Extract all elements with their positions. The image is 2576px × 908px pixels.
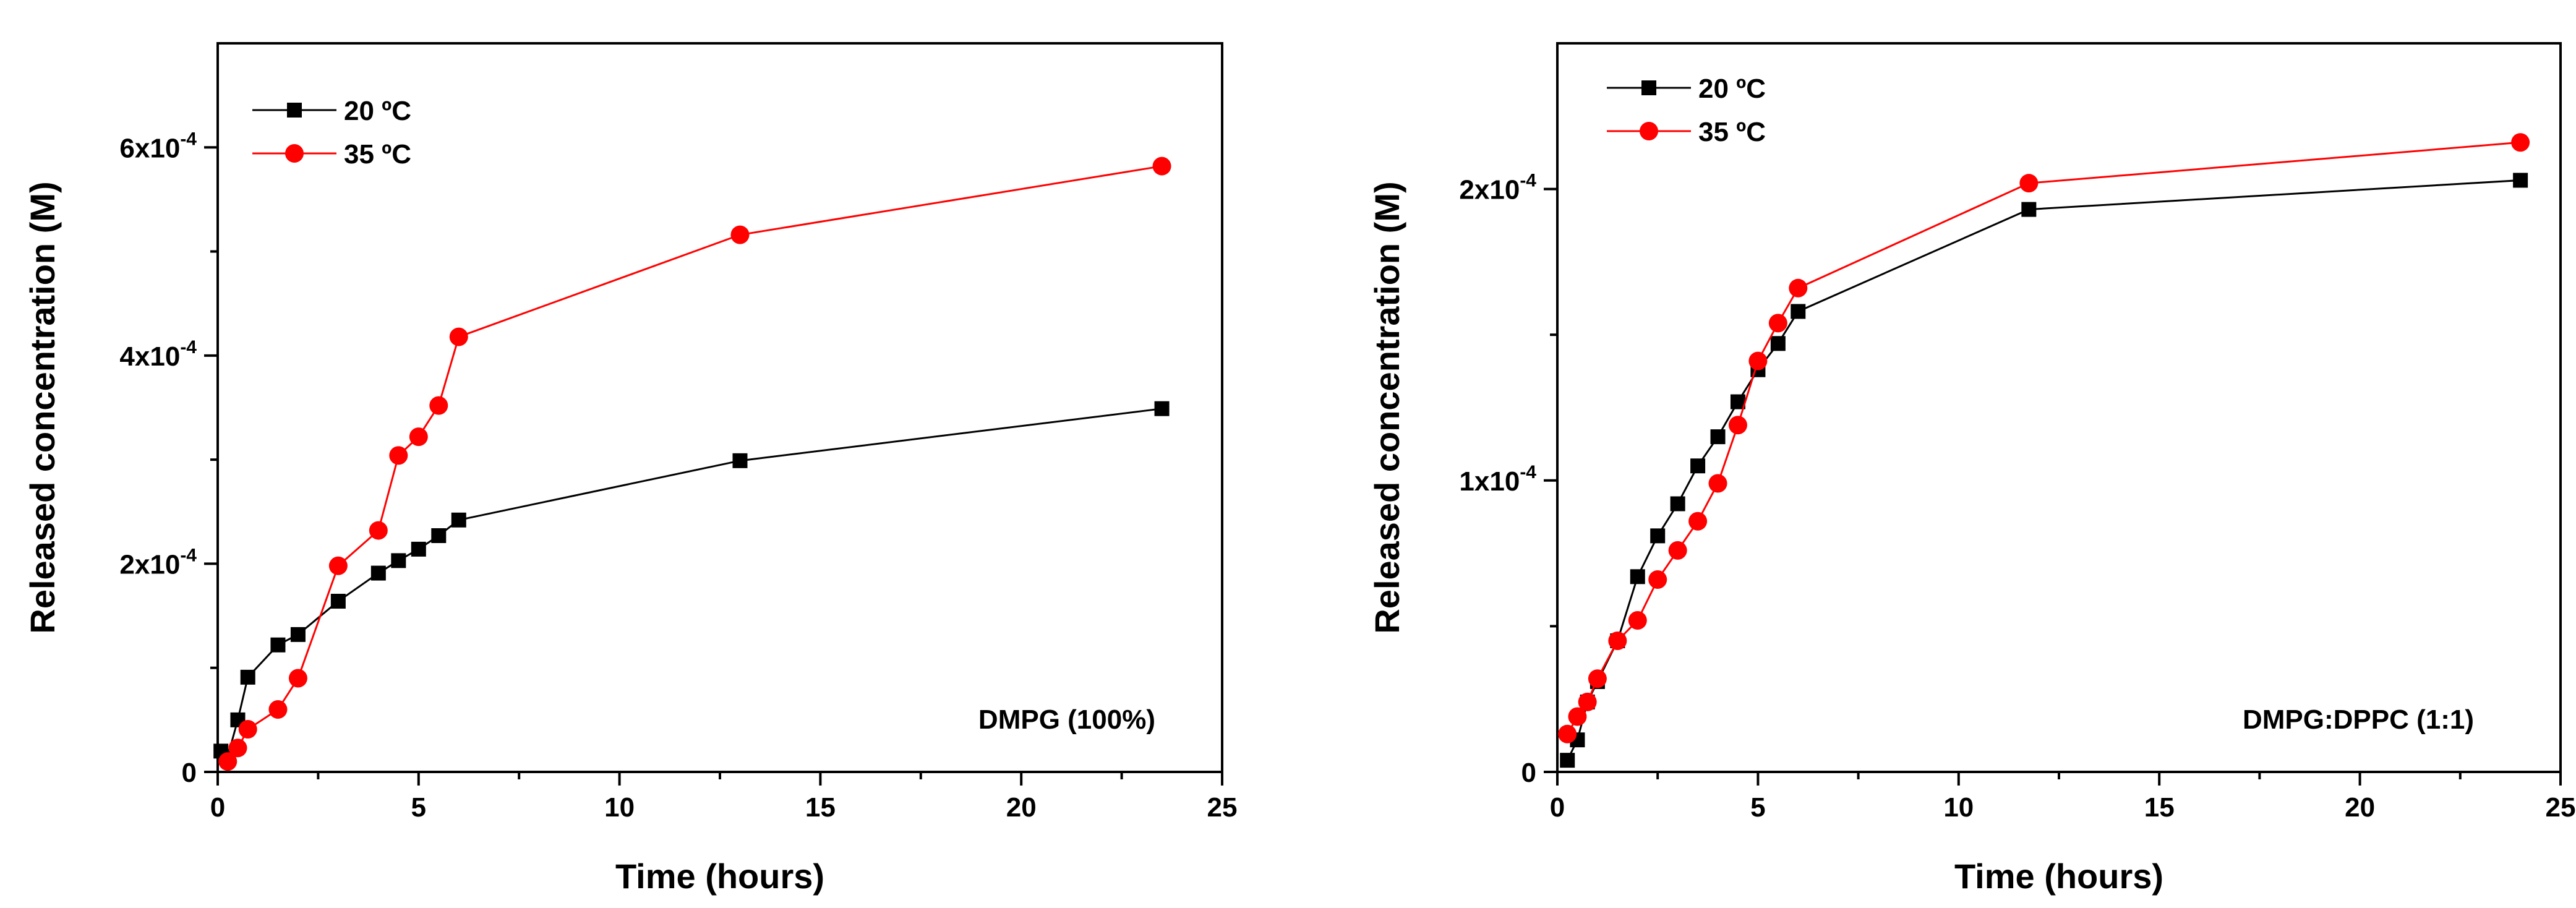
data-point-35c	[1152, 156, 1171, 176]
data-point-35c	[1648, 570, 1667, 589]
x-tick-label: 25	[2546, 792, 2576, 823]
data-point-35c	[1728, 416, 1747, 435]
legend-marker-square	[1641, 80, 1656, 95]
data-point-35c	[1588, 669, 1607, 688]
panel-dmpg: 0 5 10 15 20 25 0 2x10-4 4x10-4 6x10-4 Time (hours…	[23, 42, 1238, 896]
data-point-35c	[218, 752, 237, 771]
data-point-35c	[228, 739, 247, 758]
x-tick-label: 10	[1943, 792, 1974, 823]
panel-annotation: DMPG:DPPC (1:1)	[2243, 705, 2474, 735]
legend-marker-circle	[285, 144, 304, 163]
data-point-20c	[1770, 336, 1786, 351]
series-line-35c	[1566, 141, 2521, 735]
data-point-20c	[431, 528, 447, 543]
x-axis-title: Time (hours)	[1954, 857, 2163, 896]
legend-marker-square	[287, 103, 302, 118]
y-tick-label: 0	[1521, 758, 1536, 788]
data-point-35c	[409, 427, 428, 447]
data-point-20c	[290, 627, 306, 642]
data-point-35c	[1688, 512, 1708, 531]
panel-annotation: DMPG (100%)	[978, 705, 1155, 735]
data-point-20c	[411, 541, 426, 557]
legend-label: 20 ºC	[344, 96, 411, 126]
y-tick-label: 4x10-4	[119, 337, 197, 372]
data-point-35c	[1628, 610, 1647, 630]
data-point-35c	[1558, 724, 1577, 743]
y-tick-label: 1x10-4	[1459, 462, 1536, 497]
y-tick-label: 2x10-4	[1459, 171, 1536, 205]
data-point-35c	[288, 669, 307, 688]
data-point-35c	[2019, 174, 2039, 193]
data-point-35c	[1578, 692, 1597, 711]
y-tick-label: 0	[182, 758, 197, 788]
data-point-20c	[1791, 304, 1806, 319]
data-point-35c	[268, 700, 288, 719]
data-point-35c	[730, 225, 750, 244]
data-point-20c	[391, 553, 406, 568]
x-tick-label: 10	[604, 792, 635, 823]
y-axis-title: Released concentration (M)	[1367, 181, 1406, 633]
data-point-35c	[1668, 541, 1687, 560]
data-point-20c	[1154, 401, 1170, 416]
data-point-20c	[1560, 753, 1575, 768]
x-tick-label: 5	[411, 792, 426, 823]
data-point-20c	[240, 669, 255, 685]
x-tick-label: 15	[805, 792, 836, 823]
data-point-35c	[369, 521, 388, 540]
data-point-20c	[2513, 173, 2528, 188]
data-point-20c	[1690, 458, 1706, 474]
data-point-20c	[330, 594, 346, 609]
data-point-20c	[1670, 496, 1685, 512]
x-tick-label: 20	[1006, 792, 1037, 823]
x-tick-label: 0	[210, 792, 225, 823]
data-point-35c	[1708, 474, 1727, 493]
data-point-35c	[1789, 278, 1808, 298]
data-point-35c	[328, 556, 348, 575]
y-tick-label: 2x10-4	[119, 545, 197, 580]
y-axis-title: Released concentration (M)	[23, 181, 62, 633]
data-point-20c	[1630, 569, 1645, 585]
data-point-20c	[1650, 528, 1666, 544]
data-point-35c	[449, 327, 468, 346]
data-point-20c	[451, 512, 466, 528]
panel-dmpg-dppc: 0 5 10 15 20 25 0 1x10-4 2x10-4 Time (hours) Relea…	[1367, 42, 2576, 896]
data-point-35c	[1768, 314, 1787, 333]
legend-label: 20 ºC	[1698, 74, 1766, 104]
data-point-20c	[732, 453, 748, 468]
data-point-35c	[238, 720, 257, 739]
x-tick-label: 5	[1750, 792, 1765, 823]
x-axis-title: Time (hours)	[615, 857, 824, 896]
data-point-35c	[429, 396, 448, 415]
legend-label: 35 ºC	[1698, 117, 1766, 147]
data-point-35c	[389, 446, 408, 465]
data-point-20c	[370, 565, 386, 581]
x-tick-label: 0	[1550, 792, 1565, 823]
data-point-20c	[2021, 202, 2037, 217]
data-point-35c	[1568, 707, 1587, 726]
legend-marker-circle	[1640, 122, 1658, 140]
y-tick-label: 6x10-4	[119, 129, 197, 163]
legend-label: 35 ºC	[344, 139, 411, 169]
data-point-35c	[2511, 133, 2530, 152]
x-tick-label: 15	[2144, 792, 2175, 823]
data-point-20c	[1710, 429, 1726, 445]
data-point-35c	[1608, 631, 1627, 650]
x-tick-label: 25	[1207, 792, 1238, 823]
data-point-20c	[270, 637, 286, 653]
x-tick-label: 20	[2345, 792, 2375, 823]
data-point-35c	[1748, 351, 1768, 370]
